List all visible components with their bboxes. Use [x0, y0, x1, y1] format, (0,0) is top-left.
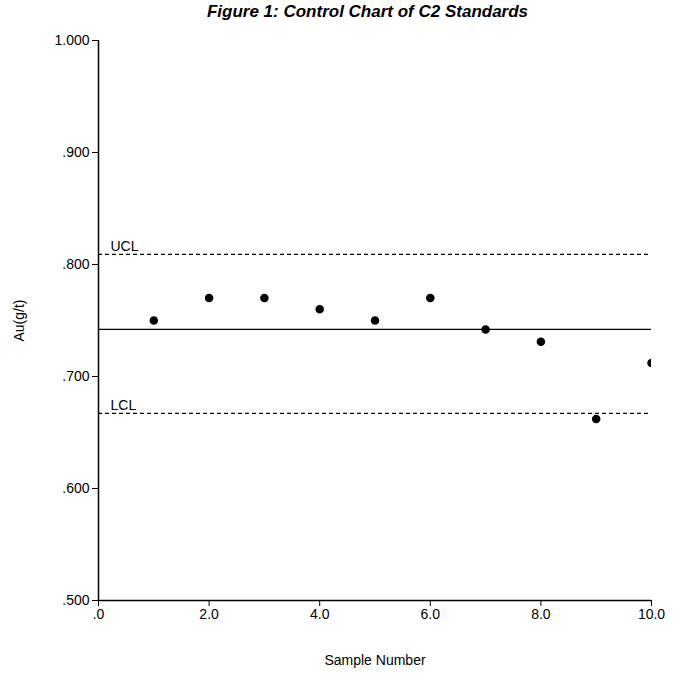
svg-text:.900: .900	[62, 144, 89, 160]
svg-text:Sample Number: Sample Number	[324, 652, 425, 668]
svg-text:8.0: 8.0	[531, 606, 551, 622]
svg-text:Au(g/t): Au(g/t)	[11, 299, 27, 341]
svg-text:LCL: LCL	[111, 397, 137, 413]
svg-text:.500: .500	[62, 592, 89, 608]
svg-text:4.0: 4.0	[310, 606, 330, 622]
svg-text:.0: .0	[93, 606, 105, 622]
svg-text:6.0: 6.0	[421, 606, 441, 622]
svg-text:2.0: 2.0	[199, 606, 219, 622]
svg-text:.600: .600	[62, 480, 89, 496]
svg-text:1.000: 1.000	[54, 32, 89, 48]
svg-text:.700: .700	[62, 368, 89, 384]
svg-text:UCL: UCL	[111, 238, 139, 254]
svg-text:.800: .800	[62, 256, 89, 272]
html-text:Figure 1: Control Chart of C2: Figure 1: Control Chart of C2 Standards	[206, 2, 529, 21]
svg-text:10.0: 10.0	[638, 606, 665, 622]
